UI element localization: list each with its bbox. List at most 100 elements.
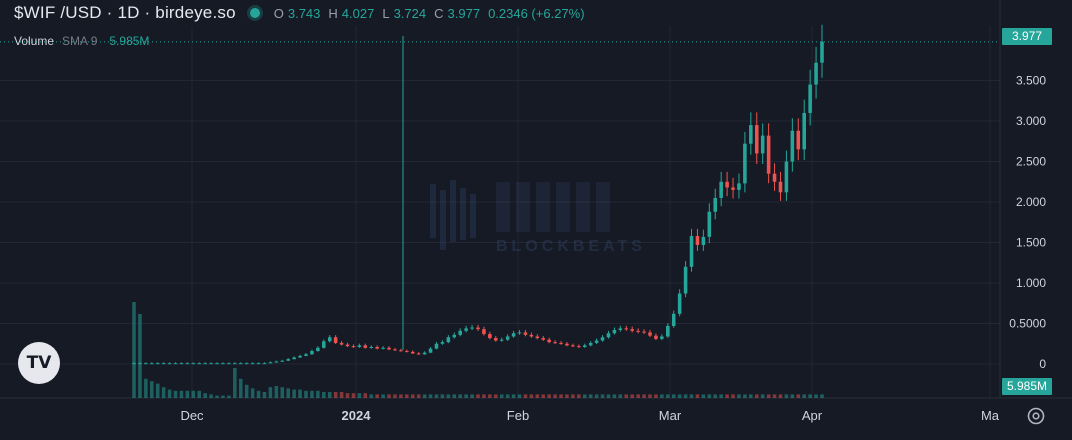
volume-bar (393, 394, 397, 398)
candle-body (155, 363, 160, 365)
candle-body (381, 347, 385, 349)
volume-bar (642, 394, 646, 398)
volume-bar (470, 394, 474, 398)
volume-bar (588, 394, 593, 398)
candle-body (161, 363, 166, 365)
volume-bar (369, 394, 374, 398)
volume-bar (606, 394, 611, 398)
volume-bar (322, 392, 326, 398)
volume-bar (499, 394, 504, 398)
volume-bar (221, 395, 225, 398)
volume-bar (197, 390, 202, 398)
candle-body (150, 363, 154, 365)
candle-body (505, 336, 510, 340)
candle-body (766, 135, 771, 174)
symbol-title[interactable]: $WIF /USD · 1D · birdeye.so (14, 3, 236, 22)
candle-body (565, 343, 569, 346)
volume-bar (327, 392, 332, 398)
volume-bar (298, 389, 302, 398)
candle-body (191, 363, 196, 365)
volume-bar (446, 394, 451, 398)
candle-body (428, 348, 433, 353)
volume-label: Volume (14, 34, 55, 48)
volume-bar (796, 394, 801, 398)
candle-body (719, 181, 723, 198)
candle-body (814, 62, 818, 85)
x-tick-label: Ma (981, 408, 1000, 423)
volume-bar (185, 390, 190, 398)
volume-legend[interactable]: Volume SMA 9 5.985M (14, 34, 149, 48)
candle-body (671, 313, 676, 326)
volume-bar (808, 394, 812, 398)
watermark-logo-icon (430, 180, 476, 250)
volume-bar (636, 394, 640, 398)
candle-body (393, 349, 397, 351)
volume-bar (476, 394, 480, 398)
candle-body (553, 342, 557, 344)
volume-bar (179, 390, 184, 398)
volume-bar (529, 394, 534, 398)
volume-bar (422, 394, 427, 398)
volume-bar (286, 388, 290, 398)
volume-bar (571, 394, 575, 398)
candle-body (286, 359, 290, 361)
candle-body (310, 351, 314, 355)
candle-body (238, 363, 243, 365)
volume-bar (268, 387, 273, 398)
volume-bar (677, 394, 682, 398)
candle-body (280, 360, 285, 362)
candle-body (760, 135, 765, 154)
candle-body (482, 329, 486, 335)
volume-bar (292, 389, 296, 398)
volume-bar (683, 394, 688, 398)
candle-body (600, 337, 605, 341)
candle-body (784, 161, 789, 193)
gear-icon (1027, 407, 1045, 425)
volume-bar (494, 394, 498, 398)
volume-bar (416, 394, 421, 398)
candle-body (203, 363, 207, 365)
volume-bar (167, 389, 172, 398)
volume-bar (648, 394, 652, 398)
low-value: 3.724 (393, 5, 427, 21)
volume-bar (233, 368, 237, 398)
candle-body (749, 125, 753, 144)
candle-body (796, 130, 801, 150)
candle-body (630, 329, 634, 331)
volume-bar (547, 394, 551, 398)
volume-bar (713, 394, 718, 398)
x-tick-label: 2024 (342, 408, 372, 423)
candle-body (298, 355, 302, 358)
y-tick-label: 0.5000 (1009, 317, 1046, 331)
candle-body (606, 333, 611, 338)
candle-body (725, 181, 729, 188)
volume-bar (737, 394, 741, 398)
last-price-tag: 3.977 (1002, 28, 1052, 45)
close-label: C (434, 5, 444, 21)
volume-bar (262, 392, 267, 398)
candle-body (452, 334, 457, 338)
tradingview-logo-icon[interactable]: TV (18, 342, 60, 384)
candle-body (250, 363, 255, 365)
candle-body (511, 333, 516, 337)
x-tick-label: Mar (659, 408, 682, 423)
volume-bar (600, 394, 605, 398)
y-tick-label: 0 (1039, 357, 1046, 371)
settings-gear-icon[interactable] (1024, 404, 1048, 428)
volume-bar (304, 390, 308, 398)
candle-body (470, 327, 474, 329)
y-tick-label: 1.500 (1016, 236, 1046, 250)
volume-bar (760, 394, 765, 398)
x-tick-label: Feb (507, 408, 529, 423)
candle-body (185, 363, 190, 365)
volume-bar (630, 394, 634, 398)
candle-body (713, 197, 718, 212)
volume-bar (802, 394, 806, 398)
candle-body (523, 332, 528, 335)
change-value: 0.2346 (+6.27%) (488, 5, 585, 21)
x-tick-label: Dec (180, 408, 204, 423)
volume-bar (464, 394, 468, 398)
volume-bar (535, 394, 540, 398)
volume-bar (553, 394, 557, 398)
